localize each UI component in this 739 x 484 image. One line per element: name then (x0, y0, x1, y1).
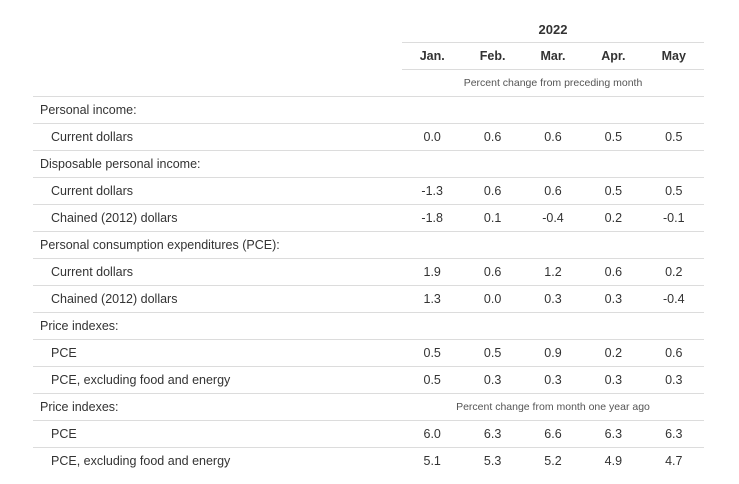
table-row: Current dollars 1.9 0.6 1.2 0.6 0.2 (33, 258, 704, 285)
table-row: PCE 0.5 0.5 0.9 0.2 0.6 (33, 339, 704, 366)
value-cell: -0.4 (662, 292, 685, 306)
section-row: Personal income: (33, 96, 704, 123)
value-cell: 0.6 (544, 130, 562, 144)
row-label: PCE, excluding food and energy (51, 373, 231, 387)
value-cell: 5.1 (423, 454, 441, 468)
value-cell: 0.6 (665, 346, 683, 360)
row-label: Chained (2012) dollars (51, 292, 178, 306)
value-cell: 1.9 (423, 265, 441, 279)
value-cell: 0.5 (665, 130, 683, 144)
table-row: Chained (2012) dollars 1.3 0.0 0.3 0.3 -0.4 (33, 285, 704, 312)
monthly-change-note: Percent change from preceding month (402, 69, 704, 96)
value-cell: 4.7 (665, 454, 683, 468)
value-cell: 0.5 (423, 346, 441, 360)
value-cell: -1.3 (421, 184, 443, 198)
value-cell: 1.2 (544, 265, 562, 279)
income-outlays-table: 2022 Jan. Feb. Mar. Apr. May Percent cha… (33, 16, 704, 474)
value-cell: 0.2 (604, 211, 623, 225)
value-cell: 0.6 (483, 184, 502, 198)
yearly-change-note: Percent change from month one year ago (456, 401, 650, 413)
value-cell: 6.0 (423, 427, 441, 441)
section-row: Personal consumption expenditures (PCE): (33, 231, 704, 258)
value-cell: 5.3 (483, 454, 502, 468)
value-cell: 0.3 (483, 373, 502, 387)
table-row: Chained (2012) dollars -1.8 0.1 -0.4 0.2 -0.1 (33, 204, 704, 231)
value-cell: 0.5 (483, 346, 502, 360)
table-row: PCE 6.0 6.3 6.6 6.3 6.3 (33, 420, 704, 447)
table-body: Personal income: Current dollars 0.0 0.6 0.6… (33, 96, 704, 474)
value-cell: 0.3 (604, 292, 623, 306)
value-cell: 0.3 (544, 292, 562, 306)
value-cell: 0.2 (665, 265, 683, 279)
value-cell: 0.0 (483, 292, 502, 306)
month-header: Feb. (479, 49, 506, 63)
value-cell: 0.1 (483, 211, 502, 225)
table-row: Current dollars -1.3 0.6 0.6 0.5 0.5 (33, 177, 704, 204)
value-cell: 5.2 (544, 454, 562, 468)
value-cell: 6.6 (544, 427, 562, 441)
value-cell: 0.3 (604, 373, 623, 387)
table-row: Current dollars 0.0 0.6 0.6 0.5 0.5 (33, 123, 704, 150)
value-cell: 0.3 (544, 373, 562, 387)
section-label: Personal consumption expenditures (PCE): (40, 238, 280, 252)
value-cell: 4.9 (604, 454, 623, 468)
value-cell: 0.9 (544, 346, 562, 360)
row-label: Current dollars (51, 184, 133, 198)
value-cell: -0.1 (662, 211, 685, 225)
section-label: Price indexes: (40, 319, 119, 333)
value-cell: 0.5 (604, 130, 623, 144)
value-cell: 0.5 (423, 373, 441, 387)
month-header: Mar. (540, 49, 566, 63)
section-label: Disposable personal income: (40, 157, 201, 171)
value-cell: 6.3 (604, 427, 623, 441)
value-cell: 6.3 (483, 427, 502, 441)
value-cell: 0.6 (483, 130, 502, 144)
value-cell: 1.3 (423, 292, 441, 306)
year-label: 2022 (538, 22, 568, 37)
row-label: PCE (51, 346, 77, 360)
value-cell: 0.6 (544, 184, 562, 198)
section-row: Disposable personal income: (33, 150, 704, 177)
value-cell: 0.6 (483, 265, 502, 279)
month-header: Jan. (419, 49, 445, 63)
value-cell: 0.5 (665, 184, 683, 198)
value-cell: 0.0 (423, 130, 441, 144)
section-row: Price indexes: Percent change from month … (33, 393, 704, 420)
value-cell: -0.4 (542, 211, 564, 225)
year-header-row: 2022 (33, 16, 704, 42)
value-cell: 0.2 (604, 346, 623, 360)
row-label: Current dollars (51, 265, 133, 279)
row-label: PCE, excluding food and energy (51, 454, 231, 468)
table-row: PCE, excluding food and energy 0.5 0.3 0.3 0… (33, 366, 704, 393)
section-row: Price indexes: (33, 312, 704, 339)
month-header-row: Jan. Feb. Mar. Apr. May (402, 42, 704, 69)
section-label: Personal income: (40, 103, 137, 117)
month-header: May (661, 49, 686, 63)
value-cell: 0.5 (604, 184, 623, 198)
value-cell: 0.3 (665, 373, 683, 387)
row-label: PCE (51, 427, 77, 441)
value-cell: 0.6 (604, 265, 623, 279)
row-label: Chained (2012) dollars (51, 211, 178, 225)
value-cell: -1.8 (421, 211, 443, 225)
row-label: Current dollars (51, 130, 133, 144)
value-cell: 6.3 (665, 427, 683, 441)
month-header: Apr. (601, 49, 626, 63)
section-label: Price indexes: (40, 400, 119, 414)
table-row: PCE, excluding food and energy 5.1 5.3 5.2 4… (33, 447, 704, 474)
